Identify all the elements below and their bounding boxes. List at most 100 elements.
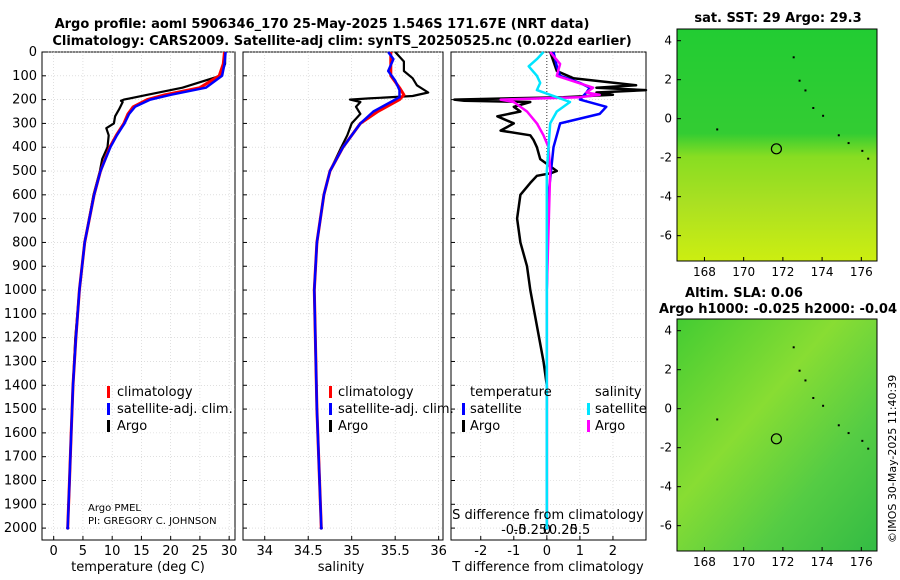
map-y-tick-label: -6	[660, 229, 672, 243]
depth-tick-label: 300	[12, 116, 37, 131]
legend-swatch-climatology	[107, 386, 110, 398]
depth-tick-label: 600	[12, 188, 37, 203]
island	[716, 128, 719, 131]
island	[792, 346, 795, 349]
legend-temp-satellite: satellite	[470, 402, 522, 417]
map-y-tick-label: -4	[660, 480, 672, 494]
series-line-temperature-argo	[453, 51, 648, 529]
map-y-tick-label: -6	[660, 519, 672, 533]
map-y-tick-label: 4	[664, 324, 672, 338]
x-tick-label: 30	[221, 544, 238, 559]
legend-swatch-climatology	[329, 386, 332, 398]
sla-title-2: Argo h1000: -0.025 h2000: -0.04	[659, 302, 897, 317]
sst-title: sat. SST: 29 Argo: 29.3	[694, 11, 861, 26]
series-line-salinity-satellite	[527, 51, 572, 529]
legend-swatch-sal-satellite	[587, 403, 590, 415]
x-tick-label: 2	[609, 544, 617, 559]
s-tick-label: 0	[543, 523, 551, 538]
sla-title-1: Altim. SLA: 0.06	[685, 286, 803, 301]
x-tick-label: -1	[507, 544, 520, 559]
temperature-xlabel: temperature (deg C)	[71, 560, 205, 575]
map-x-tick-label: 174	[811, 265, 834, 279]
series-endpoint	[545, 526, 549, 530]
legend-salinity-heading: salinity	[595, 385, 642, 400]
depth-tick-label: 2000	[4, 521, 37, 536]
x-tick-label: 5	[79, 544, 87, 559]
legend-argo: Argo	[117, 419, 147, 434]
sla-map: 168 170 172 174 176 4 2 0 -2 -4 -6	[660, 318, 878, 569]
depth-tick-label: 1200	[4, 331, 37, 346]
island	[867, 447, 870, 450]
legend-temp-argo: Argo	[470, 419, 500, 434]
island	[812, 396, 815, 399]
island	[822, 114, 825, 117]
depth-tick-label: 900	[12, 259, 37, 274]
s-difference-label: S difference from climatology	[452, 508, 644, 523]
legend-swatch-temp-argo	[462, 420, 465, 432]
header-line2: Climatology: CARS2009. Satellite-adj cli…	[52, 34, 631, 49]
temperature-panel: 0 5 10 15 20 25 30	[41, 51, 238, 559]
x-tick-label: 15	[133, 544, 150, 559]
s-tick-label: -0.5	[501, 523, 526, 538]
map-y-tick-label: 0	[664, 402, 672, 416]
island	[861, 439, 864, 442]
island	[822, 404, 825, 407]
x-tick-label: -2	[474, 544, 487, 559]
legend-swatch-sal-argo	[587, 420, 590, 432]
map-x-tick-label: 172	[771, 555, 794, 569]
island	[804, 89, 807, 92]
map-x-tick-label: 172	[771, 265, 794, 279]
series-line-satellite-adj-clim-	[66, 51, 227, 529]
series-endpoint	[319, 526, 323, 530]
s-tick-label: 0.5	[570, 523, 591, 538]
depth-tick-label: 100	[12, 69, 37, 84]
legend-argo: Argo	[338, 419, 368, 434]
legend-swatch-argo	[329, 420, 332, 432]
depth-tick-label: 1300	[4, 354, 37, 369]
map-x-tick-label: 170	[732, 265, 755, 279]
legend-temperature-heading: temperature	[470, 385, 552, 400]
header-line1: Argo profile: aoml 5906346_170 25-May-20…	[55, 17, 590, 32]
map-y-tick-label: 2	[664, 73, 672, 87]
x-tick-label: 36	[430, 544, 447, 559]
salinity-panel: 34 34.5 35 35.5 36	[242, 51, 447, 559]
x-tick-label: 10	[104, 544, 121, 559]
depth-axis: 0 100 200 300 400 500 600 700 800 900 1000 1100 1200…	[4, 45, 37, 536]
legend-swatch-satellite	[107, 403, 110, 415]
island	[867, 157, 870, 160]
x-tick-label: 0	[50, 544, 58, 559]
map-x-tick-label: 176	[850, 265, 873, 279]
x-tick-label: 1	[576, 544, 584, 559]
depth-tick-label: 1500	[4, 402, 37, 417]
depth-tick-label: 1600	[4, 426, 37, 441]
island	[837, 134, 840, 137]
argo-position-marker	[770, 143, 783, 155]
map-x-tick-label: 170	[732, 555, 755, 569]
map-y-tick-label: -4	[660, 190, 672, 204]
depth-tick-label: 0	[29, 45, 37, 60]
legend-sal-satellite: satellite	[595, 402, 647, 417]
salinity-xlabel: salinity	[318, 560, 365, 575]
sst-map: 168 170 172 174 176 4 2 0 -2 -4 -6	[660, 28, 878, 279]
temperature-legend: climatology satellite-adj. clim. Argo	[107, 385, 233, 434]
x-tick-label: 34	[256, 544, 273, 559]
depth-tick-label: 200	[12, 93, 37, 108]
island	[861, 149, 864, 152]
map-y-tick-label: 0	[664, 112, 672, 126]
series-line-satellite-adj-clim-	[313, 51, 401, 529]
map-x-tick-label: 174	[811, 555, 834, 569]
map-x-tick-label: 168	[693, 555, 716, 569]
island	[798, 79, 801, 82]
sla-map-field	[676, 318, 878, 552]
map-y-tick-label: -2	[660, 441, 672, 455]
legend-swatch-temp-satellite	[462, 403, 465, 415]
island	[804, 379, 807, 382]
legend-satellite: satellite-adj. clim.	[117, 402, 233, 417]
map-y-tick-label: 4	[664, 34, 672, 48]
sst-map-field	[676, 28, 878, 262]
island	[716, 418, 719, 421]
credit-text: ©IMOS 30-May-2025 11:40:39	[886, 375, 899, 543]
island	[847, 142, 850, 145]
